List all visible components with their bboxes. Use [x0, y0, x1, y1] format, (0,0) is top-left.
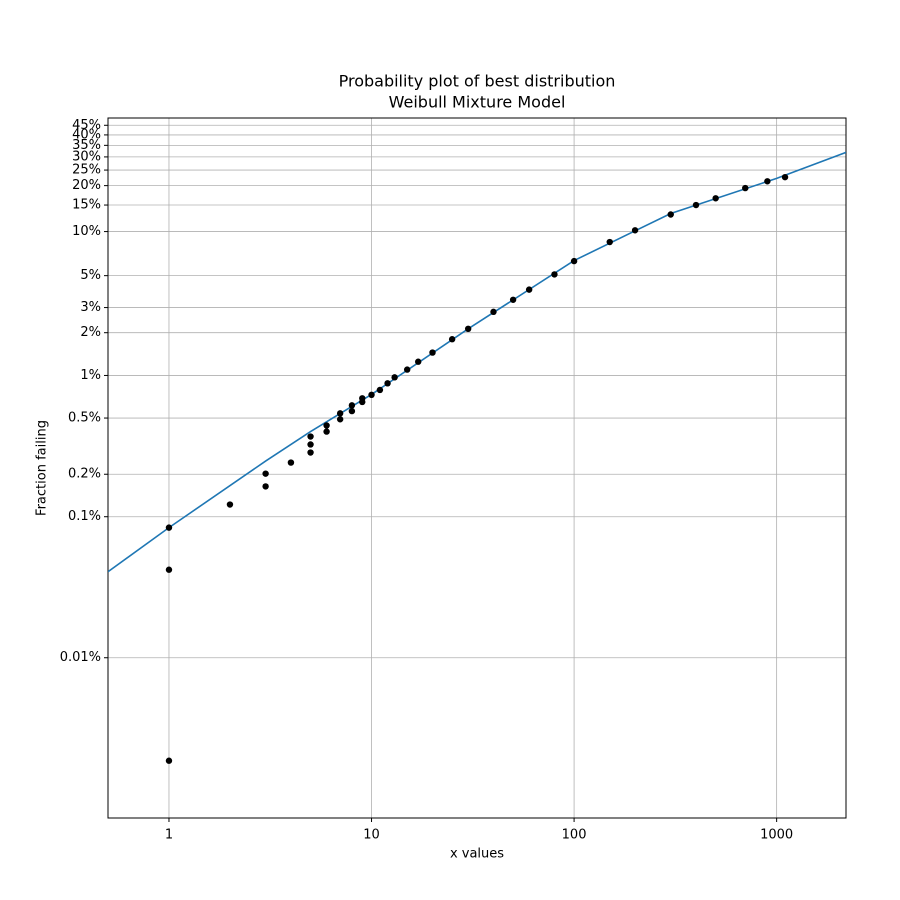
data-point	[403, 366, 411, 373]
data-point	[165, 524, 173, 531]
data-point	[742, 184, 749, 192]
x-tick-label: 1	[165, 828, 173, 843]
data-point	[464, 325, 472, 333]
x-tick-label: 10	[363, 828, 380, 843]
data-point	[287, 459, 295, 466]
data-point	[781, 173, 789, 181]
fit-line	[108, 151, 846, 573]
y-tick-label: 0.2%	[68, 467, 101, 482]
y-tick-label: 5%	[80, 268, 101, 283]
data-point	[551, 271, 558, 278]
data-point	[307, 433, 314, 440]
data-point	[384, 380, 391, 387]
y-tick-label: 10%	[72, 224, 101, 239]
data-point	[490, 308, 497, 316]
data-point	[631, 227, 639, 234]
data-point	[359, 398, 366, 406]
y-axis-label: Fraction failing	[35, 420, 50, 516]
y-tick-label: 1%	[80, 368, 101, 383]
x-tick-label: 100	[562, 828, 587, 843]
plot-frame	[107, 117, 847, 819]
y-tick-label: 0.01%	[60, 650, 101, 665]
data-point	[764, 178, 771, 185]
data-point	[323, 422, 330, 429]
data-point	[448, 336, 456, 343]
data-point	[429, 349, 436, 356]
y-tick-label: 25%	[72, 163, 101, 178]
data-point	[391, 374, 398, 381]
data-point	[712, 195, 719, 202]
data-point	[415, 358, 422, 365]
x-tick-label: 1000	[760, 828, 793, 843]
data-point	[323, 428, 330, 435]
data-point	[336, 416, 344, 423]
data-point	[509, 296, 517, 303]
y-tick-label: 40%	[72, 127, 101, 142]
y-tick-label: 30%	[72, 149, 101, 164]
data-point	[667, 211, 674, 218]
y-tick-label: 3%	[80, 300, 101, 315]
x-axis-label: x values	[450, 847, 504, 862]
data-point	[570, 257, 578, 265]
data-point	[307, 441, 314, 448]
y-tick-label: 2%	[80, 325, 101, 340]
y-tick-label: 35%	[72, 138, 101, 153]
data-point	[262, 483, 269, 490]
chart-title: Probability plot of best distribution	[339, 72, 616, 91]
y-tick-label: 0.5%	[68, 411, 101, 426]
data-point	[262, 470, 269, 477]
y-tick-label: 15%	[72, 198, 101, 213]
data-point	[348, 407, 356, 415]
data-point	[336, 410, 344, 417]
chart-subtitle: Weibull Mixture Model	[389, 93, 566, 112]
data-point	[692, 201, 700, 209]
data-point	[307, 449, 314, 456]
data-point	[165, 566, 173, 573]
data-point	[376, 386, 384, 394]
y-tick-label: 20%	[72, 178, 101, 193]
data-point	[348, 402, 356, 409]
data-point	[606, 238, 613, 246]
y-tick-label: 45%	[72, 118, 101, 133]
data-point	[525, 286, 533, 293]
data-point	[165, 757, 173, 764]
data-point	[226, 501, 234, 508]
y-tick-label: 0.1%	[68, 509, 101, 524]
data-point	[368, 391, 375, 399]
